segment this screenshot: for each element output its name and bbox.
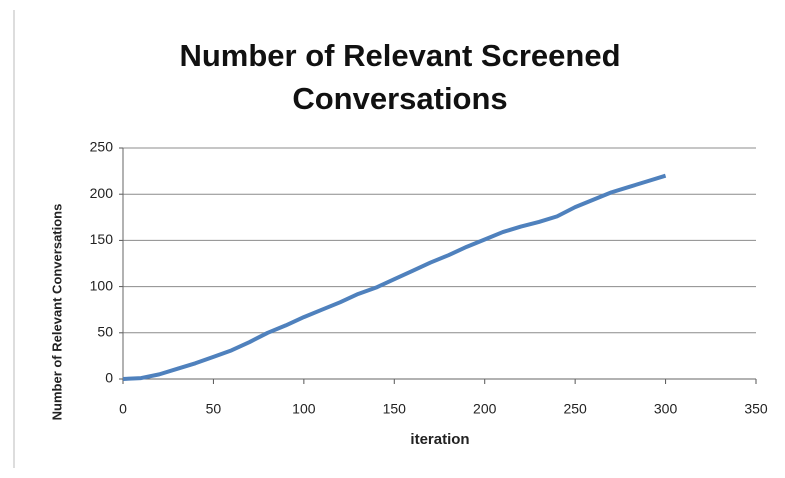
y-tick-label: 100 <box>90 277 114 293</box>
x-tick-label: 300 <box>654 401 678 417</box>
x-tick-label: 250 <box>563 401 587 417</box>
x-tick-label: 200 <box>473 401 497 417</box>
x-tick-label: 0 <box>119 401 127 417</box>
chart-title: Number of Relevant Screened Conversation… <box>179 38 621 116</box>
x-tick-label: 350 <box>744 401 768 417</box>
data-line <box>122 173 667 381</box>
y-tick-label: 250 <box>90 139 114 155</box>
y-axis-label: Number of Relevant Conversations <box>49 204 64 421</box>
x-tick-label: 50 <box>206 401 222 417</box>
y-tick-label: 50 <box>97 324 113 340</box>
y-tick-label: 200 <box>90 185 114 201</box>
y-tick-label: 150 <box>90 231 114 247</box>
y-tick-label: 0 <box>105 370 113 386</box>
x-tick-label: 150 <box>383 401 407 417</box>
x-tick-label: 100 <box>292 401 316 417</box>
x-axis-label: iteration <box>410 431 469 448</box>
